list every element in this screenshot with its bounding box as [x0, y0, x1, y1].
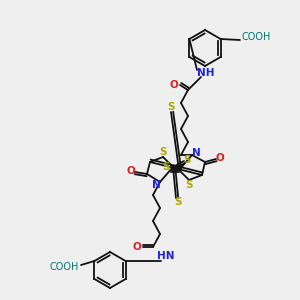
- Text: S: S: [185, 180, 193, 190]
- Text: S: S: [162, 162, 170, 172]
- Text: O: O: [216, 153, 224, 163]
- Text: O: O: [133, 242, 141, 252]
- Text: HN: HN: [157, 251, 175, 261]
- Text: S: S: [167, 102, 175, 112]
- Text: N: N: [152, 180, 160, 190]
- Text: NH: NH: [197, 68, 214, 78]
- Text: S: S: [174, 197, 182, 207]
- Text: COOH: COOH: [50, 262, 79, 272]
- Text: N: N: [192, 148, 200, 158]
- Text: S: S: [183, 155, 191, 165]
- Text: O: O: [169, 80, 178, 90]
- Text: COOH: COOH: [241, 32, 270, 42]
- Text: O: O: [127, 166, 135, 176]
- Text: S: S: [159, 147, 167, 157]
